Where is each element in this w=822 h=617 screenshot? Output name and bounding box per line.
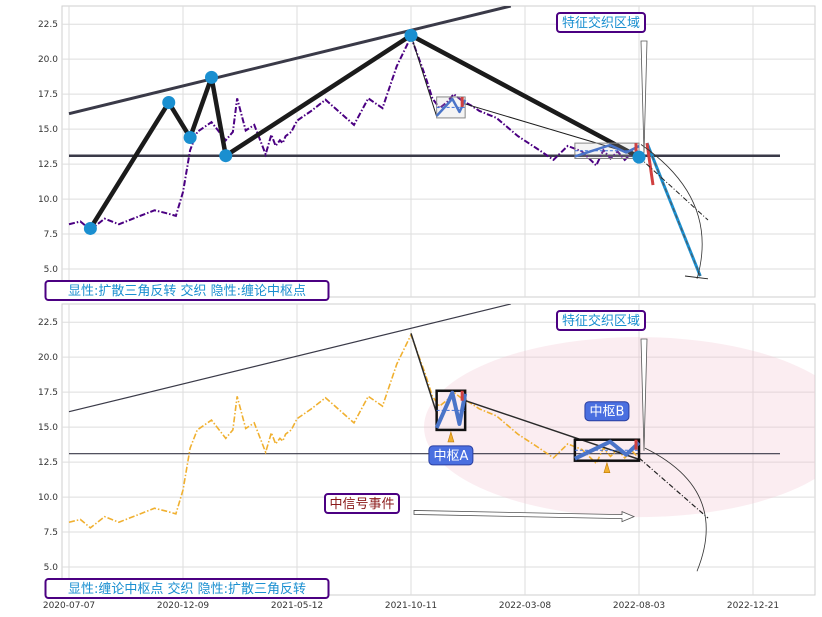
curved-arrow bbox=[640, 144, 703, 279]
plot-content bbox=[62, 304, 815, 595]
thin-leg bbox=[410, 35, 438, 117]
x-tick-label: 2020-12-09 bbox=[157, 601, 210, 611]
x-axis: 2020-07-07 2020-12-09 2021-05-12 2021-10-11… bbox=[43, 601, 779, 611]
plot-content bbox=[62, 6, 815, 297]
zone-marker bbox=[603, 461, 611, 473]
descending-leg bbox=[410, 333, 438, 414]
pivot-marker bbox=[632, 150, 646, 164]
feature-arrow bbox=[640, 40, 648, 153]
zone-label-box bbox=[584, 401, 630, 422]
y-tick-label: 5.0 bbox=[44, 563, 59, 573]
zone-zigzag bbox=[434, 390, 468, 429]
descending-leg bbox=[464, 399, 640, 461]
price-series-line bbox=[68, 34, 640, 232]
forecast-end-tick bbox=[684, 275, 709, 280]
feature-area-label-box bbox=[556, 12, 646, 33]
x-tick-label: 2022-08-03 bbox=[613, 601, 665, 611]
y-tick-label: 15.0 bbox=[38, 125, 58, 135]
y-tick-label: 7.5 bbox=[44, 528, 58, 538]
x-tick-label: 2021-05-12 bbox=[271, 601, 323, 611]
zone-label: 中枢A bbox=[433, 449, 468, 464]
upper-trendline bbox=[68, 6, 512, 116]
curved-arrow bbox=[644, 447, 707, 572]
descending-leg bbox=[410, 33, 640, 159]
x-tick-label: 2022-12-21 bbox=[727, 601, 779, 611]
feature-arrow bbox=[640, 338, 648, 451]
panel-caption: 显性:扩散三角反转 交织 隐性:缠论中枢点 bbox=[68, 283, 306, 299]
zone-marker bbox=[447, 430, 455, 443]
pivot-marker bbox=[205, 70, 218, 84]
y-tick-label: 20.0 bbox=[38, 353, 58, 363]
zone-zigzag bbox=[574, 143, 640, 158]
y-tick-label: 15.0 bbox=[38, 423, 58, 433]
signal-event-label: 中信号事件 bbox=[329, 497, 394, 512]
price-series-line bbox=[68, 332, 640, 529]
upper-trendline bbox=[68, 304, 511, 413]
y-tick-label: 17.5 bbox=[38, 388, 58, 398]
signal-event-arrow bbox=[413, 510, 636, 523]
y-tick-label: 17.5 bbox=[38, 90, 58, 100]
zone-zigzag bbox=[574, 439, 641, 461]
y-tick-label: 22.5 bbox=[38, 318, 58, 328]
thin-leg bbox=[465, 103, 640, 157]
zone-label-box bbox=[428, 445, 474, 466]
feature-area-label: 特征交织区域 bbox=[562, 15, 640, 31]
signal-event-box bbox=[324, 493, 400, 514]
x-tick-label: 2022-03-08 bbox=[499, 601, 552, 611]
y-tick-label: 22.5 bbox=[38, 20, 58, 30]
x-tick-label: 2021-10-11 bbox=[385, 601, 437, 611]
pivot-marker bbox=[183, 131, 197, 145]
forecast-dash bbox=[646, 142, 701, 277]
panel-caption: 显性:缠论中枢点 交织 隐性:扩散三角反转 bbox=[68, 581, 306, 597]
forecast-red-start bbox=[645, 142, 655, 186]
x-tick-label: 2020-07-07 bbox=[43, 601, 95, 611]
pivot-marker bbox=[404, 28, 418, 42]
y-tick-label: 10.0 bbox=[38, 195, 58, 205]
highlight-ellipse bbox=[424, 337, 815, 518]
y-tick-label: 10.0 bbox=[38, 493, 58, 503]
top-panel: 5.0 7.5 10.0 12.5 15.0 17.5 20.0 22.5 特征交织区域显性:扩… bbox=[38, 5, 816, 301]
pivot-marker bbox=[219, 149, 233, 163]
pivot-marker bbox=[162, 96, 176, 110]
pivot-marker bbox=[83, 221, 97, 235]
feature-area-label-box bbox=[556, 310, 646, 331]
y-tick-label: 20.0 bbox=[38, 55, 58, 65]
y-tick-label: 12.5 bbox=[38, 160, 58, 170]
panel-caption-box bbox=[44, 578, 330, 599]
panel-caption-box bbox=[44, 280, 330, 301]
feature-area-label: 特征交织区域 bbox=[562, 313, 640, 329]
y-tick-label: 5.0 bbox=[44, 265, 59, 275]
zone-label: 中枢B bbox=[589, 405, 624, 420]
y-tick-label: 7.5 bbox=[44, 230, 58, 240]
y-tick-label: 12.5 bbox=[38, 458, 58, 468]
bottom-panel: 5.0 7.5 10.0 12.5 15.0 17.5 20.0 22.5 特征交织区域显性:缠… bbox=[38, 303, 816, 599]
